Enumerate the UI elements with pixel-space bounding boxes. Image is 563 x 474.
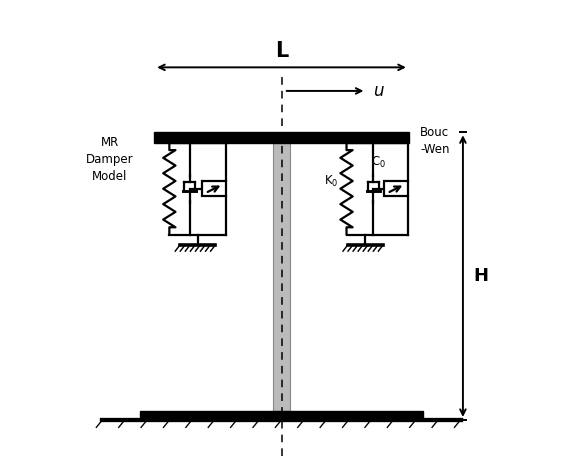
Bar — [273, 133, 290, 411]
Bar — [140, 411, 423, 420]
Bar — [202, 182, 226, 196]
Bar — [154, 132, 409, 143]
Text: H: H — [473, 267, 489, 285]
Text: Bouc
-Wen: Bouc -Wen — [420, 126, 449, 156]
Bar — [384, 182, 408, 196]
Text: MR
Damper
Model: MR Damper Model — [86, 136, 133, 182]
Text: u: u — [373, 82, 384, 100]
Text: C$_0$: C$_0$ — [371, 155, 386, 170]
Text: L: L — [275, 41, 288, 61]
Text: K$_0$: K$_0$ — [324, 174, 338, 189]
